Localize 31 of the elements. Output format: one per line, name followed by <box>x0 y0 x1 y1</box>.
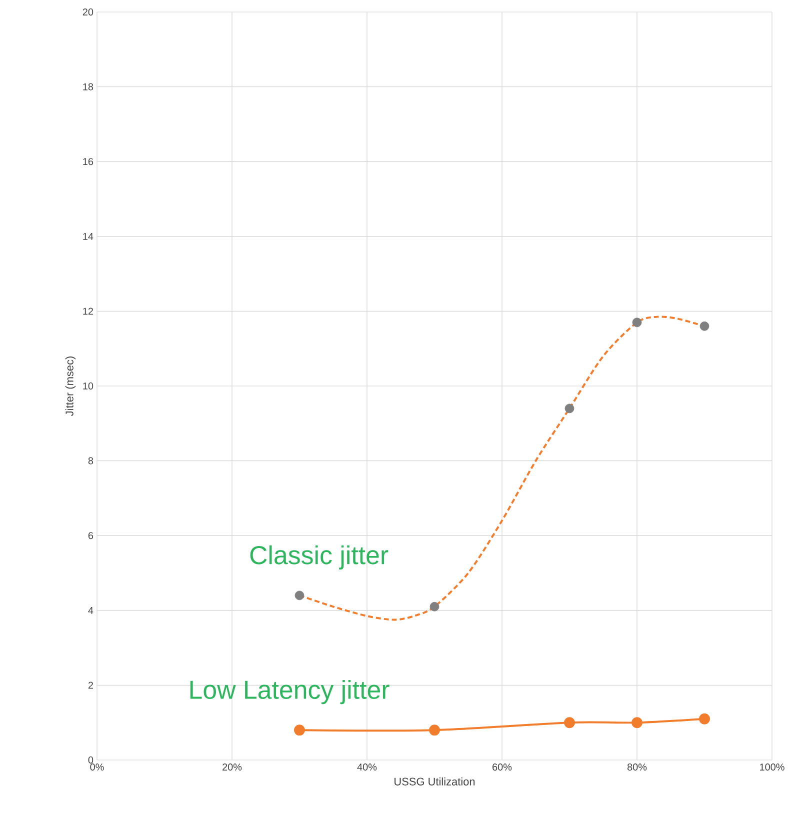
y-tick-label: 20 <box>82 8 94 16</box>
series-label: Low Latency jitter <box>190 680 390 704</box>
x-tick-label: 60% <box>492 764 512 771</box>
x-axis-title: USSG Utilization <box>394 777 475 786</box>
x-tick-label: 0% <box>90 764 104 771</box>
x-tick-label: 80% <box>627 764 647 771</box>
x-tick-label: 20% <box>222 764 242 771</box>
y-tick-label: 12 <box>83 308 93 315</box>
y-tick-label: 6 <box>88 532 94 540</box>
y-tick-label: 14 <box>83 232 94 240</box>
point <box>564 717 575 728</box>
point <box>698 713 710 724</box>
point <box>700 321 710 331</box>
y-tick-label: 8 <box>88 457 94 464</box>
y-tick-label: 0 <box>88 756 94 764</box>
point <box>428 724 440 736</box>
series-label: Classic jitter <box>250 545 388 570</box>
point <box>631 717 642 728</box>
point <box>564 404 574 414</box>
y-axis-title: Jitter (msec) <box>65 356 76 416</box>
point <box>294 724 305 736</box>
y-tick-label: 4 <box>88 606 94 614</box>
y-tick-label: 16 <box>83 158 94 166</box>
y-tick-label: 10 <box>83 382 94 390</box>
y-tick-label: 18 <box>83 83 94 90</box>
point <box>430 602 440 612</box>
point <box>294 590 304 600</box>
x-tick-label: 100% <box>760 764 784 771</box>
y-tick-label: 2 <box>88 682 93 689</box>
x-tick-label: 40% <box>357 764 377 771</box>
point <box>632 318 642 328</box>
